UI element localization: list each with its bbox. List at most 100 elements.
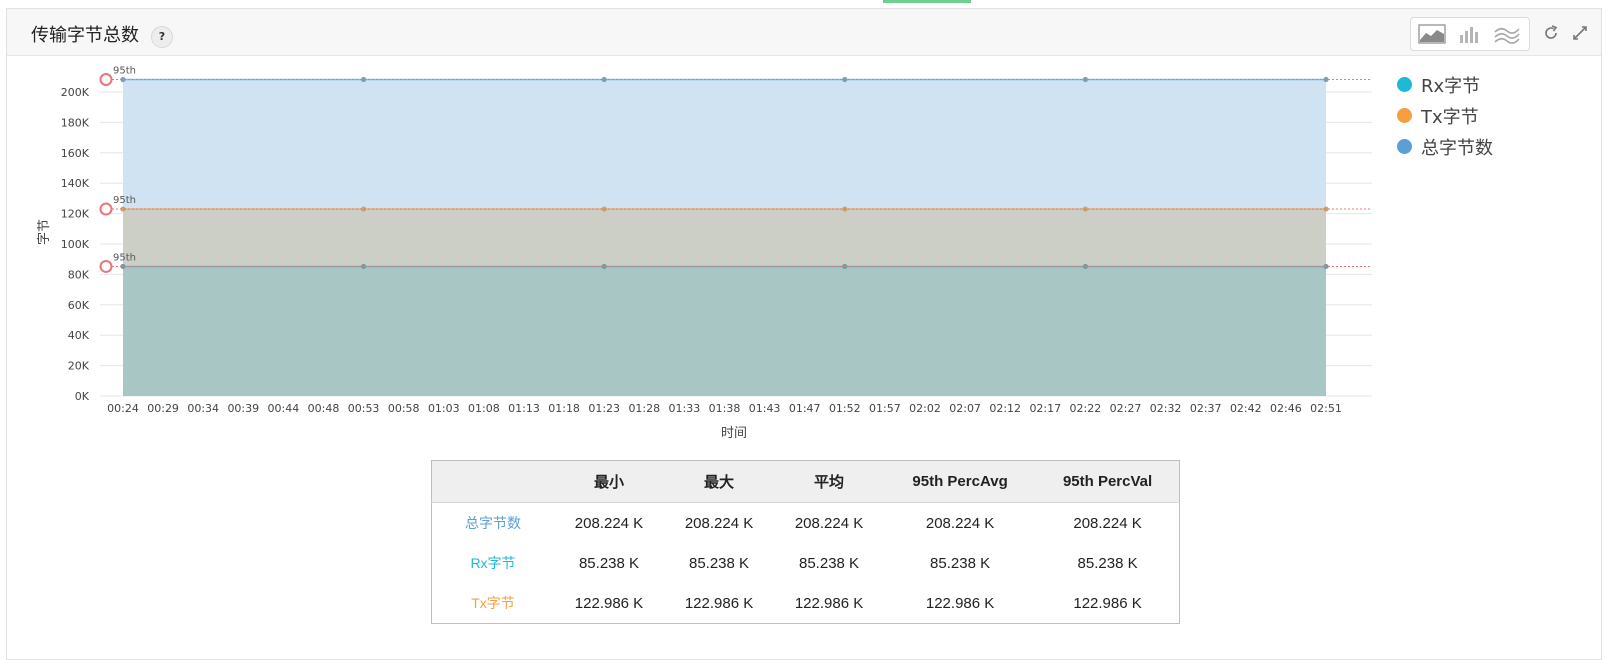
table-row: 总字节数 208.224 K 208.224 K 208.224 K 208.2… (432, 503, 1180, 544)
table-header-cell: 最大 (664, 460, 775, 503)
table-header-cell: 平均 (774, 460, 885, 503)
x-axis: 00:24 00:29 00:34 00:39 00:44 00:48 00:53 00:58… (107, 402, 1342, 415)
y-axis: 0K 20K 40K 60K 80K 100K 120K 140K 160K 180K 200K (61, 86, 90, 403)
percentile-marker (99, 202, 113, 216)
area-series (123, 266, 1326, 396)
bar-chart-icon[interactable] (1456, 23, 1484, 45)
data-point (361, 76, 367, 83)
panel-header: 传输字节总数 ? (7, 9, 1601, 56)
data-point (120, 263, 126, 270)
table-cell: 208.224 K (925, 514, 995, 532)
table-cell: 85.238 K (578, 554, 640, 572)
data-point (120, 206, 126, 212)
y-tick-label: 40K (68, 329, 90, 342)
stats-table: 最小 最大 平均 95th PercAvg 95th PercVal 总字节数 … (431, 460, 1180, 624)
y-tick-label: 80K (68, 268, 90, 281)
table-header-cell (431, 460, 554, 503)
data-point (361, 263, 367, 270)
table-cell: 208.224 K (794, 514, 864, 532)
refresh-icon[interactable] (1541, 23, 1561, 43)
line-chart-icon[interactable] (1493, 23, 1521, 45)
x-tick-label: 00:58 (388, 402, 420, 415)
table-cell: 122.986 K (574, 594, 644, 612)
data-point (120, 76, 126, 83)
percentile-marker (99, 72, 113, 86)
x-tick-label: 00:24 (107, 402, 139, 415)
x-tick-label: 02:22 (1070, 402, 1102, 415)
x-tick-label: 02:02 (909, 402, 941, 415)
table-cell: 122.986 K (925, 594, 995, 612)
x-tick-label: 01:28 (628, 402, 660, 415)
y-tick-label: 0K (75, 390, 90, 403)
x-tick-label: 02:07 (949, 402, 981, 415)
percentile-markers: 95th 95th 95th (99, 65, 1372, 273)
x-tick-label: 00:29 (147, 402, 179, 415)
x-tick-label: 01:43 (749, 402, 781, 415)
x-tick-label: 01:18 (548, 402, 580, 415)
x-tick-label: 00:53 (348, 402, 380, 415)
panel-title: 传输字节总数 (31, 25, 139, 46)
table-header-cell: 95th PercAvg (884, 460, 1037, 503)
x-tick-label: 00:48 (308, 402, 340, 415)
data-point (1323, 263, 1329, 270)
x-tick-label: 01:38 (709, 402, 741, 415)
legend-dot-rx (1397, 77, 1412, 92)
table-cell: 208.224 K (574, 514, 644, 532)
percentile-marker (99, 259, 113, 273)
data-point (1323, 206, 1329, 212)
chart-areas (123, 79, 1326, 397)
y-tick-label: 100K (61, 238, 90, 251)
x-axis-label: 时间 (721, 426, 747, 441)
x-tick-label: 02:17 (1029, 402, 1061, 415)
x-tick-label: 01:03 (428, 402, 460, 415)
table-row: Rx字节 85.238 K 85.238 K 85.238 K 85.238 K… (432, 543, 1180, 583)
active-tab-indicator (883, 0, 971, 3)
percentile-label: 95th (113, 252, 136, 263)
data-point (361, 206, 367, 212)
table-cell: 85.238 K (688, 554, 750, 572)
x-tick-label: 01:52 (829, 402, 861, 415)
x-tick-label: 00:44 (268, 402, 300, 415)
y-tick-label: 140K (61, 177, 90, 190)
x-tick-label: 01:57 (869, 402, 901, 415)
x-tick-label: 02:46 (1270, 402, 1302, 415)
legend-dot-tx (1397, 108, 1412, 123)
y-tick-label: 180K (61, 116, 90, 129)
x-tick-label: 01:08 (468, 402, 500, 415)
legend-label: Tx字节 (1421, 107, 1479, 128)
legend-label: 总字节数 (1421, 138, 1493, 159)
y-tick-label: 20K (68, 360, 90, 373)
row-label-total: 总字节数 (465, 515, 521, 531)
x-tick-label: 00:34 (187, 402, 219, 415)
data-point (1323, 76, 1329, 83)
table-cell: 122.986 K (1073, 594, 1142, 612)
y-axis-label: 字节 (37, 219, 52, 245)
table-header-row: 最小 最大 平均 95th PercAvg 95th PercVal (431, 460, 1180, 503)
legend-dot-total (1397, 139, 1412, 154)
table-header-cell: 95th PercVal (1036, 460, 1180, 503)
x-tick-label: 02:37 (1190, 402, 1222, 415)
y-tick-label: 60K (68, 299, 90, 312)
table-cell: 85.238 K (799, 554, 860, 572)
x-tick-label: 01:33 (669, 402, 701, 415)
x-tick-label: 02:32 (1150, 402, 1182, 415)
x-tick-label: 02:51 (1310, 402, 1342, 415)
x-tick-label: 00:39 (227, 402, 259, 415)
area-chart-icon[interactable] (1418, 23, 1446, 45)
table-header-cell: 最小 (554, 460, 665, 503)
x-tick-label: 02:12 (989, 402, 1021, 415)
row-label-rx: Rx字节 (470, 555, 516, 571)
table-cell: 208.224 K (684, 514, 754, 532)
chart-points (120, 76, 1329, 270)
percentile-label: 95th (113, 65, 136, 76)
x-tick-label: 01:13 (508, 402, 540, 415)
y-tick-label: 120K (61, 208, 90, 221)
table-cell: 85.238 K (930, 554, 991, 572)
help-icon[interactable]: ? (151, 26, 173, 48)
table-row: Tx字节 122.986 K 122.986 K 122.986 K 122.9… (432, 583, 1180, 624)
percentile-label: 95th (113, 195, 136, 206)
expand-icon[interactable] (1570, 23, 1590, 43)
x-tick-label: 01:47 (789, 402, 821, 415)
x-tick-label: 02:42 (1230, 402, 1262, 415)
row-label-tx: Tx字节 (471, 595, 515, 611)
